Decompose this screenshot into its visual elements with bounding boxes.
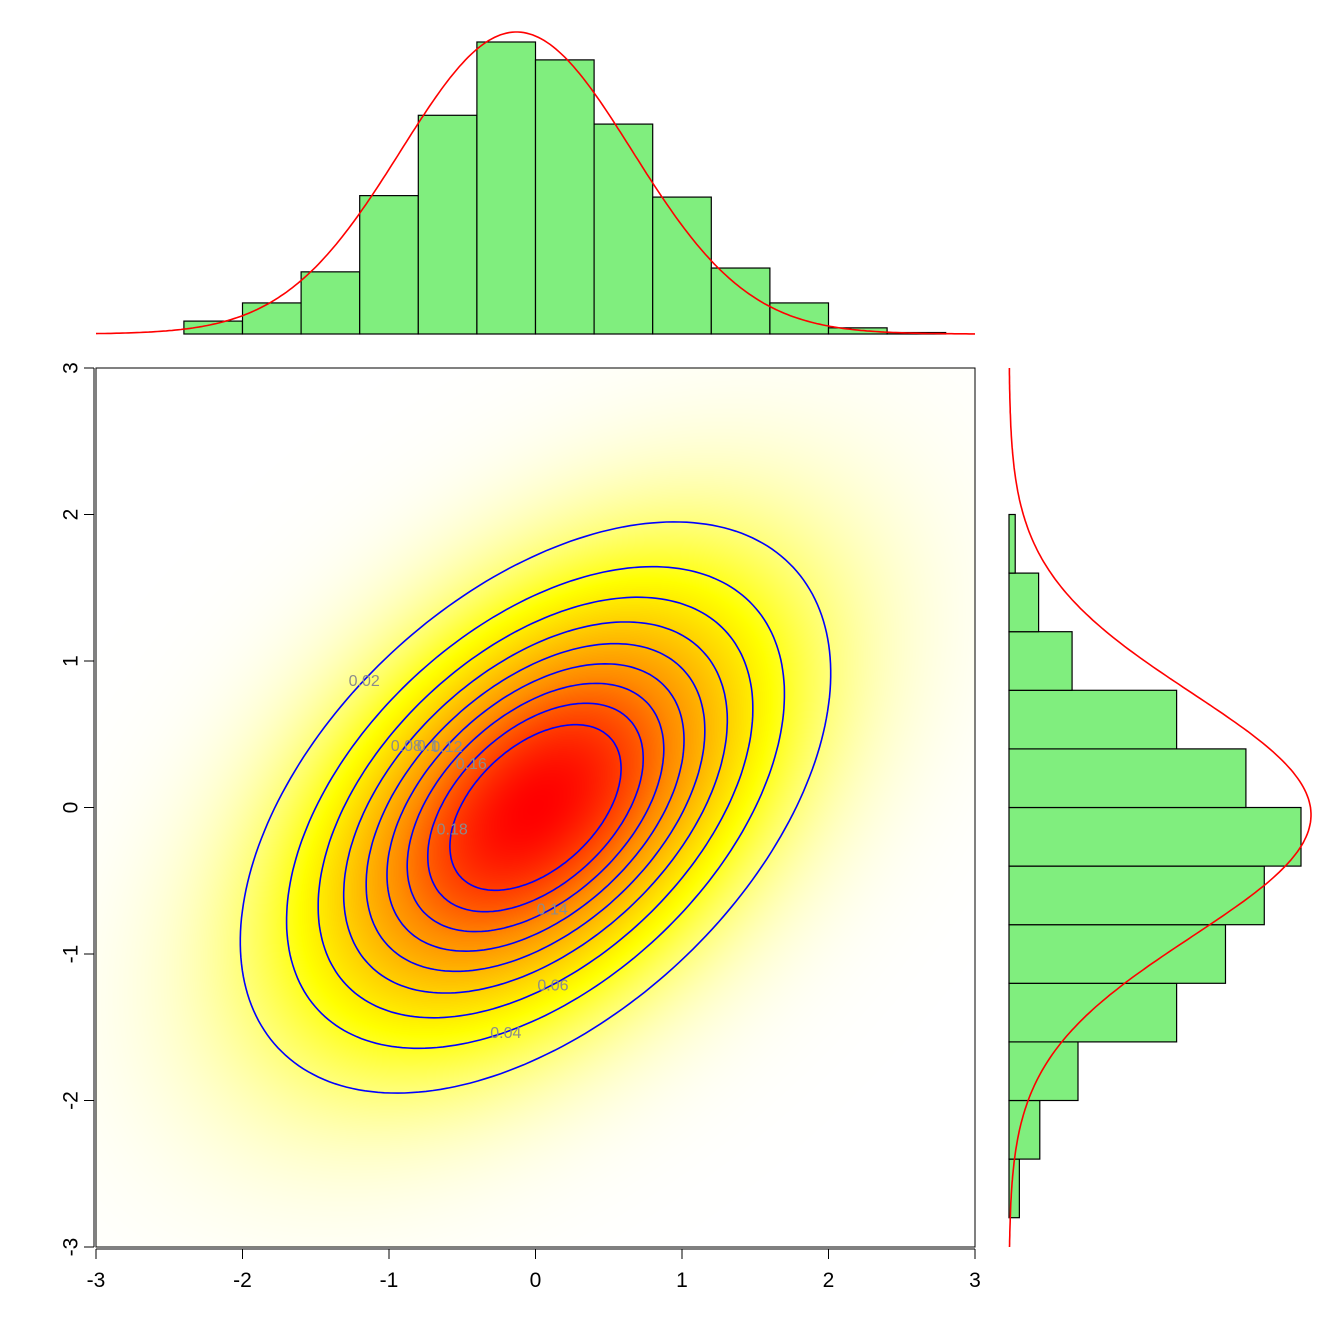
top-histogram-bars [183, 41, 947, 335]
y-tick-label: 2 [59, 509, 82, 521]
contour-line [386, 662, 685, 953]
contour-label: 0.1 [417, 738, 439, 755]
y-tick-label: -2 [59, 1091, 82, 1110]
x-tick-label: 0 [530, 1269, 542, 1292]
contour-labels: 0.02 0.04 0.06 0.080.10.12 0.14 0.16 0.18 [349, 673, 569, 1042]
y-tick-label: 0 [59, 802, 82, 814]
top-histogram-bar [652, 196, 712, 335]
contour-label: 0.06 [537, 978, 568, 995]
contour-line [317, 596, 754, 1019]
x-tick-label: -3 [87, 1269, 106, 1292]
x-tick-label: -1 [380, 1269, 399, 1292]
x-tick-label: 3 [969, 1269, 981, 1292]
contour-line [239, 521, 832, 1094]
top-histogram-bar [476, 41, 537, 335]
right-histogram-bar [1008, 865, 1265, 926]
x-tick-label: 1 [676, 1269, 688, 1292]
right-density-curve [1008, 368, 1312, 1248]
contour-label: 0.18 [437, 822, 468, 839]
right-histogram-bar [1008, 748, 1247, 809]
right-histogram-bar [1008, 572, 1040, 633]
contour-line [285, 565, 786, 1050]
main-panel: 0.02 0.04 0.06 0.080.10.12 0.14 0.16 0.18 -3 -2… [59, 362, 980, 1292]
top-histogram-bar [534, 59, 595, 335]
y-tick-label: 1 [59, 655, 82, 667]
contour-label: 0.16 [456, 756, 487, 773]
top-histogram [95, 31, 975, 335]
contour-label: 0.08 [391, 738, 422, 755]
right-histogram-bars [1008, 513, 1302, 1219]
top-histogram-bar [359, 195, 419, 335]
right-histogram-bar [1008, 806, 1302, 867]
top-histogram-bar [300, 271, 361, 335]
contour-label: 0.14 [537, 902, 568, 919]
contour-line [449, 723, 622, 892]
top-histogram-bar [241, 302, 302, 335]
contour-line [426, 702, 645, 913]
right-histogram-bar [1008, 689, 1178, 750]
y-tick-label: -1 [59, 945, 82, 964]
right-histogram-bar [1008, 924, 1227, 984]
right-histogram-bar [1008, 513, 1016, 574]
top-histogram-bar [593, 123, 654, 335]
contour-label: 0.02 [349, 673, 380, 690]
plot-frame [95, 367, 976, 1248]
right-histogram-bar [1008, 982, 1178, 1043]
contour-label: 0.04 [490, 1025, 521, 1042]
right-histogram-bar [1008, 1041, 1079, 1102]
right-histogram [1008, 368, 1312, 1248]
x-tick-label: -2 [233, 1269, 252, 1292]
y-tick-label: -3 [59, 1238, 82, 1257]
contour-line [406, 682, 665, 933]
contour-line [365, 642, 706, 973]
right-histogram-bar [1008, 631, 1073, 691]
x-axis: -3 -2 -1 0 1 2 3 [87, 1248, 981, 1292]
top-histogram-bar [827, 327, 888, 335]
contour-line [342, 621, 729, 994]
x-tick-label: 2 [823, 1269, 835, 1292]
contour-label: 0.12 [431, 739, 462, 756]
top-histogram-bar [417, 114, 478, 335]
y-axis: -3 -2 -1 0 1 2 3 [59, 362, 95, 1257]
top-density-curve [95, 31, 975, 335]
y-tick-label: 3 [59, 362, 82, 374]
density-heatmap [96, 368, 975, 1247]
contour-lines [239, 521, 832, 1094]
density-heatmap-image [96, 368, 975, 1247]
